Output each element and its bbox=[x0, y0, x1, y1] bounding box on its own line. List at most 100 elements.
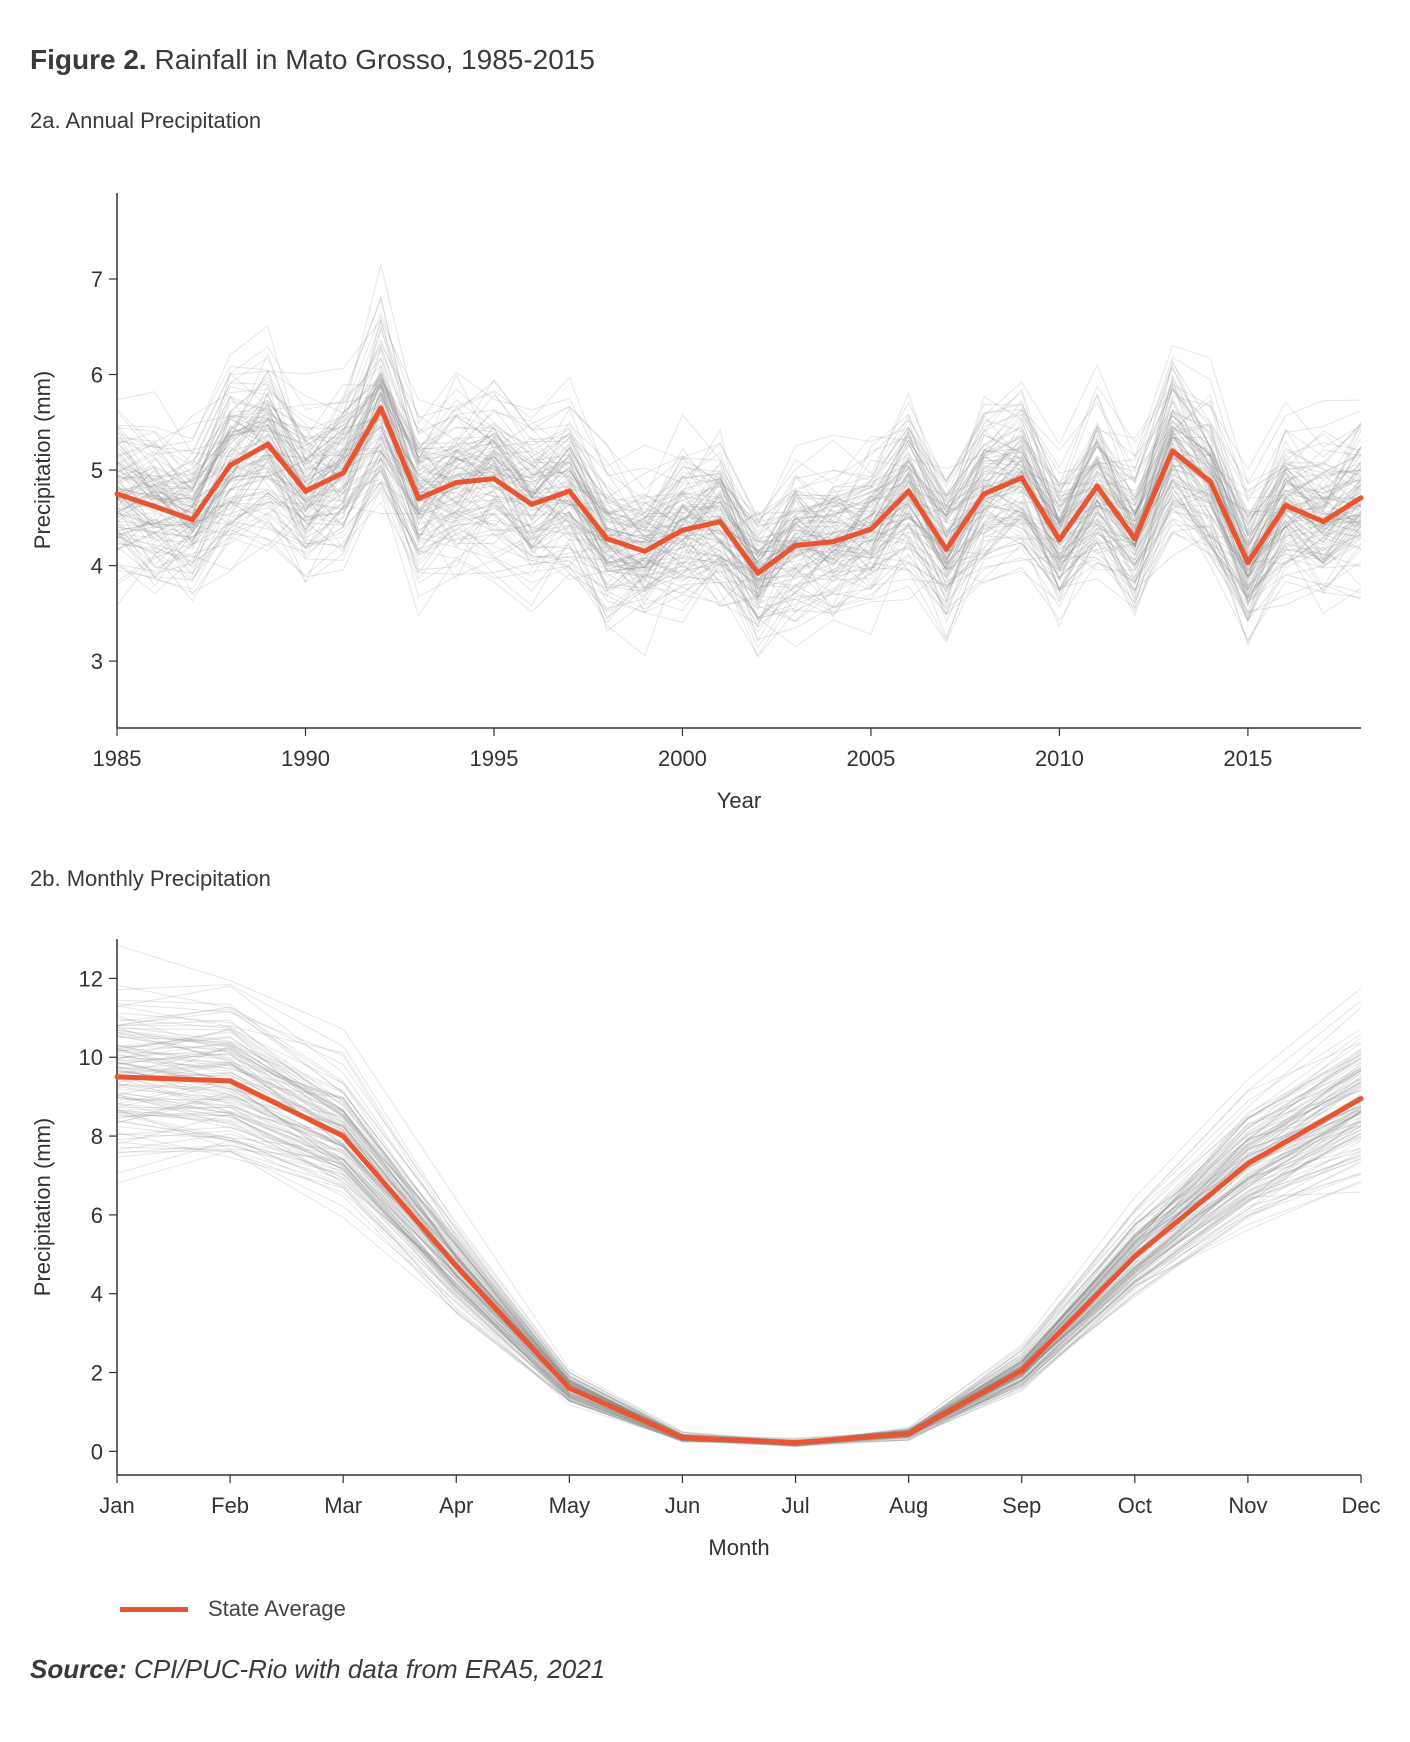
average-point bbox=[114, 1074, 120, 1080]
background-series-line bbox=[116, 1113, 1362, 1445]
background-series-line bbox=[116, 378, 1362, 556]
background-series-line bbox=[116, 374, 1362, 569]
x-tick-label: Jul bbox=[781, 1493, 809, 1518]
average-point bbox=[453, 1263, 459, 1269]
background-series-line bbox=[116, 1053, 1362, 1442]
background-series-line bbox=[116, 365, 1362, 541]
background-series-line bbox=[116, 452, 1362, 643]
chart-a-y-axis-title: Precipitation (mm) bbox=[30, 371, 55, 549]
average-point bbox=[868, 526, 874, 532]
background-series-line bbox=[116, 264, 1362, 527]
background-series-line bbox=[116, 374, 1362, 603]
background-series-line bbox=[116, 357, 1362, 546]
background-series-line bbox=[116, 384, 1362, 586]
average-point bbox=[1245, 560, 1251, 566]
average-point bbox=[491, 476, 497, 482]
background-series-line bbox=[116, 371, 1362, 612]
background-series-line bbox=[116, 402, 1362, 591]
background-series-line bbox=[116, 1088, 1362, 1447]
chart-b-x-axis-title: Month bbox=[708, 1535, 769, 1560]
x-tick-label: Nov bbox=[1228, 1493, 1267, 1518]
background-series-line bbox=[116, 1144, 1362, 1446]
y-tick-label: 6 bbox=[91, 1203, 103, 1228]
y-tick-label: 8 bbox=[91, 1124, 103, 1149]
background-series-line bbox=[116, 392, 1362, 598]
background-series-line bbox=[116, 451, 1362, 608]
x-tick-label: 2010 bbox=[1035, 746, 1084, 771]
background-series-line bbox=[116, 1140, 1362, 1445]
background-series-line bbox=[116, 384, 1362, 588]
background-series-line bbox=[116, 342, 1362, 544]
background-series-line bbox=[116, 394, 1362, 562]
background-series-line bbox=[116, 1082, 1362, 1442]
background-series-line bbox=[116, 376, 1362, 573]
background-series-line bbox=[116, 1097, 1362, 1442]
chart-b-y-axis-title: Precipitation (mm) bbox=[30, 1118, 55, 1296]
background-series-line bbox=[116, 382, 1362, 539]
background-series-line bbox=[116, 440, 1362, 570]
y-tick-label: 3 bbox=[91, 649, 103, 674]
average-point bbox=[566, 1385, 572, 1391]
background-series-line bbox=[116, 1006, 1362, 1442]
x-tick-label: May bbox=[549, 1493, 591, 1518]
average-point bbox=[604, 536, 610, 542]
background-series-line bbox=[116, 295, 1362, 553]
source-label: Source: bbox=[30, 1654, 127, 1684]
average-point bbox=[1056, 537, 1062, 543]
chart-b-axes bbox=[116, 939, 1361, 1476]
chart-a-x-ticks: 1985 1990 1995 2000 2005 2010 2015 bbox=[93, 728, 1272, 771]
background-series-line bbox=[116, 944, 1362, 1443]
background-series-line bbox=[116, 1150, 1362, 1446]
background-series-line bbox=[116, 1106, 1362, 1447]
x-tick-label: 2000 bbox=[658, 746, 707, 771]
legend-swatch-state-average bbox=[120, 1606, 188, 1612]
background-series-line bbox=[116, 455, 1362, 641]
average-point bbox=[755, 570, 761, 576]
average-point bbox=[1358, 1096, 1364, 1102]
average-point bbox=[906, 488, 912, 494]
background-series-line bbox=[116, 398, 1362, 591]
background-series-line bbox=[116, 324, 1362, 546]
x-tick-label: Jun bbox=[665, 1493, 700, 1518]
y-tick-label: 4 bbox=[91, 1282, 103, 1307]
background-series-line bbox=[116, 491, 1362, 647]
background-series-line bbox=[116, 393, 1362, 565]
background-series-line bbox=[116, 433, 1362, 607]
background-series-line bbox=[116, 470, 1362, 618]
average-point bbox=[680, 1435, 685, 1441]
background-series-line bbox=[116, 378, 1362, 555]
monthly-precipitation-chart: Jan Feb Mar Apr May Jun Jul Aug Sep Oct Nov Dec 0 2 4… bbox=[30, 939, 1381, 1560]
average-point bbox=[1019, 475, 1025, 481]
background-series-line bbox=[116, 381, 1362, 556]
background-series-line bbox=[116, 298, 1362, 568]
background-series-line bbox=[116, 420, 1362, 598]
background-series-line bbox=[116, 438, 1362, 617]
legend-label-state-average: State Average bbox=[208, 1596, 346, 1621]
background-series-line bbox=[116, 379, 1362, 559]
background-series-line bbox=[116, 464, 1362, 632]
background-series-line bbox=[116, 413, 1362, 573]
background-series-line bbox=[116, 432, 1362, 621]
chart-a-y-ticks: 3 4 5 6 7 bbox=[91, 267, 117, 674]
average-point bbox=[114, 491, 120, 497]
legend: State Average bbox=[120, 1596, 346, 1622]
average-point bbox=[793, 1440, 798, 1446]
average-point bbox=[717, 519, 723, 525]
background-series-line bbox=[116, 1141, 1362, 1447]
background-series-line bbox=[116, 393, 1362, 589]
source-note: Source: CPI/PUC-Rio with data from ERA5,… bbox=[30, 1654, 605, 1685]
background-series-line bbox=[116, 486, 1362, 621]
background-series-line bbox=[116, 380, 1362, 563]
background-series-line bbox=[116, 383, 1362, 598]
background-series-line bbox=[116, 327, 1362, 533]
chart-a-x-axis-title: Year bbox=[717, 788, 761, 813]
y-tick-label: 7 bbox=[91, 267, 103, 292]
background-series-line bbox=[116, 436, 1362, 572]
figure-title: Figure 2. Rainfall in Mato Grosso, 1985-… bbox=[30, 44, 595, 76]
background-series-line bbox=[116, 469, 1362, 642]
background-series-line bbox=[116, 459, 1362, 614]
background-series-line bbox=[116, 412, 1362, 607]
background-series-line bbox=[116, 466, 1362, 628]
background-series-line bbox=[116, 376, 1362, 549]
background-series-line bbox=[116, 357, 1362, 565]
